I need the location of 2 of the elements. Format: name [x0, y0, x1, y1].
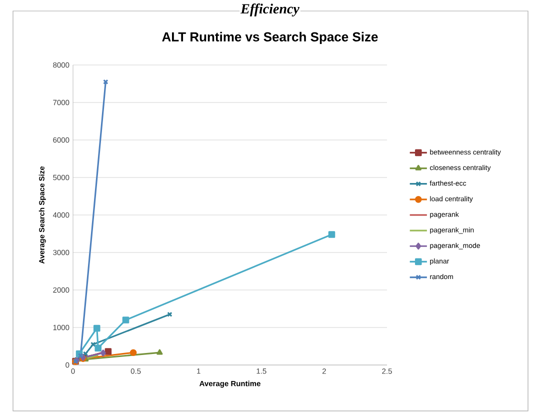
chart-title: ALT Runtime vs Search Space Size — [162, 32, 378, 44]
text: Efficiency — [240, 4, 300, 16]
